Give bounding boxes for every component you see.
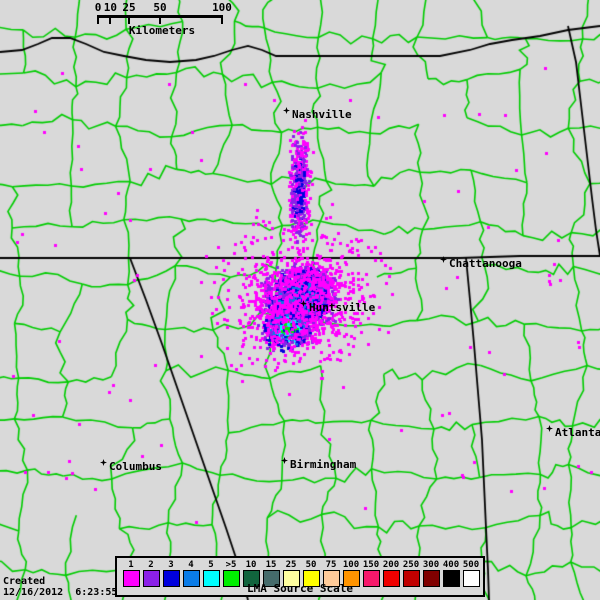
city-label: Chattanooga — [449, 257, 522, 270]
scale-tick-mark — [159, 15, 161, 24]
legend-color-swatch — [202, 570, 220, 587]
legend-entry-2[interactable]: 2 — [141, 560, 161, 587]
legend-entry-label: 150 — [362, 560, 380, 570]
city-star-icon — [100, 459, 107, 466]
scale-tick-mark — [128, 15, 130, 24]
scale-tick-label-25: 25 — [122, 1, 136, 14]
legend-entry-label: 500 — [462, 560, 480, 570]
legend-color-swatch — [162, 570, 180, 587]
legend-entry-label: 10 — [245, 560, 257, 570]
legend-entry-100[interactable]: 100 — [341, 560, 361, 587]
legend-entry-5[interactable]: 5 — [201, 560, 221, 587]
legend-color-swatch — [262, 570, 280, 587]
legend-entry-label: 200 — [382, 560, 400, 570]
legend-entry-250[interactable]: 250 — [401, 560, 421, 587]
legend-entry-label: 75 — [325, 560, 337, 570]
legend-entry-400[interactable]: 400 — [441, 560, 461, 587]
legend-color-swatch — [242, 570, 260, 587]
legend-color-swatch — [302, 570, 320, 587]
legend-entry-label: 400 — [442, 560, 460, 570]
legend-entry-label: 100 — [342, 560, 360, 570]
city-star-icon — [300, 300, 307, 307]
legend-entry-75[interactable]: 75 — [321, 560, 341, 587]
legend-entry-label: 3 — [168, 560, 174, 570]
city-label: Birmingham — [290, 458, 357, 471]
scale-bar-labels: 0 10 25 50 100 — [92, 2, 232, 15]
city-star-icon — [283, 107, 290, 114]
legend-entry-gt5[interactable]: >5 — [221, 560, 241, 587]
legend-entry-label: 5 — [208, 560, 214, 570]
legend-color-swatch — [142, 570, 160, 587]
city-star-icon — [281, 457, 288, 464]
legend-entry-300[interactable]: 300 — [421, 560, 441, 587]
legend-entry-500[interactable]: 500 — [461, 560, 481, 587]
legend-color-swatch — [362, 570, 380, 587]
created-datetime: 12/16/2012 6:23:55 — [3, 587, 118, 598]
legend-color-swatch — [462, 570, 480, 587]
legend-color-swatch — [182, 570, 200, 587]
legend-entry-3[interactable]: 3 — [161, 560, 181, 587]
scale-tick-mark — [221, 15, 223, 24]
scale-tick-mark — [109, 15, 112, 24]
legend-color-swatch — [442, 570, 460, 587]
created-timestamp: Created 12/16/2012 6:23:55 — [3, 576, 117, 598]
legend-entry-25[interactable]: 25 — [281, 560, 301, 587]
legend-title: LMA Source Scale — [247, 582, 353, 595]
legend-entry-label: 15 — [265, 560, 277, 570]
city-label: Columbus — [109, 460, 162, 473]
legend-entry-label: 300 — [422, 560, 440, 570]
legend-entry-label: 25 — [285, 560, 297, 570]
legend-color-swatch — [422, 570, 440, 587]
legend-entry-50[interactable]: 50 — [301, 560, 321, 587]
city-label: Atlanta — [555, 426, 600, 439]
lma-source-scale-legend: 1 2 3 4 5 >5 10 15 25 50 75 100 150 200 250 300 400 500 L… — [115, 556, 485, 597]
city-star-icon — [440, 256, 447, 263]
legend-entry-4[interactable]: 4 — [181, 560, 201, 587]
legend-color-swatch — [122, 570, 140, 587]
scale-bar: 0 10 25 50 100 Kilometers — [92, 2, 232, 40]
scale-tick-label-50: 50 — [153, 1, 167, 14]
legend-color-swatch — [282, 570, 300, 587]
legend-entry-1[interactable]: 1 — [121, 560, 141, 587]
legend-entry-10[interactable]: 10 — [241, 560, 261, 587]
legend-entry-label: 2 — [148, 560, 154, 570]
scale-tick-mark — [97, 15, 99, 24]
legend-color-swatch — [402, 570, 420, 587]
legend-entry-label: 1 — [128, 560, 134, 570]
scale-tick-label-10: 10 — [103, 1, 118, 14]
legend-color-swatch — [322, 570, 340, 587]
created-label: Created — [3, 576, 46, 587]
legend-color-swatch — [342, 570, 360, 587]
city-label: Nashville — [292, 108, 352, 121]
legend-entry-label: 4 — [188, 560, 194, 570]
legend-entry-label: 250 — [402, 560, 420, 570]
legend-swatch-row: 1 2 3 4 5 >5 10 15 25 50 75 100 150 200 250 300 400 500 — [121, 560, 481, 587]
legend-entry-200[interactable]: 200 — [381, 560, 401, 587]
scale-bar-caption: Kilometers — [128, 24, 196, 37]
legend-entry-15[interactable]: 15 — [261, 560, 281, 587]
city-label: Huntsville — [309, 301, 376, 314]
legend-entry-label: 50 — [305, 560, 317, 570]
legend-color-swatch — [382, 570, 400, 587]
legend-entry-label: >5 — [225, 560, 237, 570]
scale-tick-label-100: 100 — [212, 1, 232, 14]
city-star-icon — [546, 425, 553, 432]
legend-color-swatch — [222, 570, 240, 587]
legend-entry-150[interactable]: 150 — [361, 560, 381, 587]
scale-tick-label-0: 0 — [94, 1, 102, 14]
